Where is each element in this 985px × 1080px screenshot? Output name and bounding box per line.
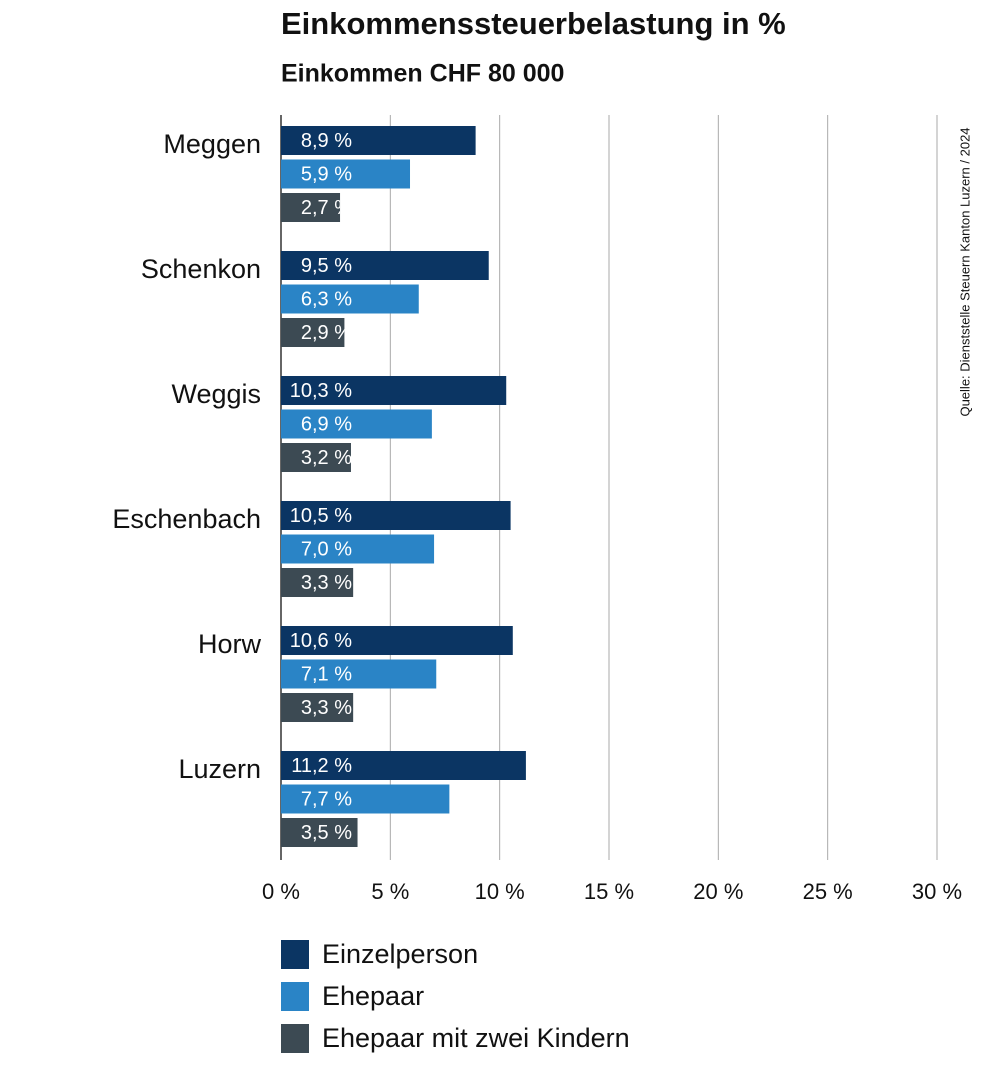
bar [281, 784, 450, 814]
x-tick-label: 25 % [803, 879, 853, 904]
value-label: 2,7 % [301, 197, 352, 219]
bar [281, 318, 345, 347]
bar [281, 193, 341, 222]
bar [281, 443, 351, 472]
value-label: 3,3 % [301, 572, 352, 594]
value-label: 7,1 % [301, 663, 352, 685]
category-label: Weggis [171, 379, 261, 409]
value-label: 10,3 % [290, 380, 352, 402]
chart-subtitle: Einkommen CHF 80 000 [281, 60, 564, 88]
x-tick-label: 15 % [584, 879, 634, 904]
x-tick-label: 20 % [693, 879, 743, 904]
category-label: Meggen [163, 129, 261, 159]
value-label: 3,2 % [301, 447, 352, 469]
value-label: 7,7 % [301, 788, 352, 810]
source-note: Quelle: Dienststelle Steuern Kanton Luze… [957, 127, 972, 416]
legend-swatch [281, 940, 309, 969]
bar [281, 501, 511, 530]
bar [281, 534, 435, 564]
legend-swatch [281, 1024, 309, 1053]
category-label: Eschenbach [112, 504, 261, 534]
value-label: 3,5 % [301, 822, 352, 844]
bar [281, 659, 437, 689]
x-tick-label: 5 % [371, 879, 409, 904]
bar [281, 626, 513, 655]
category-label: Luzern [178, 754, 261, 784]
x-tick-label: 30 % [912, 879, 962, 904]
bar [281, 376, 507, 405]
bar [281, 818, 358, 847]
category-label: Horw [198, 629, 262, 659]
bar [281, 126, 476, 155]
bar [281, 409, 432, 439]
x-tick-label: 10 % [475, 879, 525, 904]
x-tick-label: 0 % [262, 879, 300, 904]
value-label: 10,6 % [290, 630, 352, 652]
bar [281, 751, 526, 780]
legend-label: Ehepaar mit zwei Kindern [322, 1023, 630, 1053]
legend-label: Einzelperson [322, 939, 478, 969]
value-label: 2,9 % [301, 322, 352, 344]
value-label: 7,0 % [301, 538, 352, 560]
legend-label: Ehepaar [322, 981, 424, 1011]
category-label: Schenkon [141, 254, 261, 284]
bar [281, 568, 354, 597]
bar [281, 693, 354, 722]
chart-title: Einkommenssteuerbelastung in % [281, 6, 786, 41]
value-label: 9,5 % [301, 255, 352, 277]
value-label: 6,3 % [301, 288, 352, 310]
value-label: 3,3 % [301, 697, 352, 719]
value-label: 5,9 % [301, 163, 352, 185]
legend-swatch [281, 982, 309, 1011]
bar [281, 159, 411, 189]
value-label: 6,9 % [301, 413, 352, 435]
bar [281, 284, 419, 314]
value-label: 10,5 % [290, 505, 352, 527]
value-label: 11,2 % [291, 755, 352, 777]
value-label: 8,9 % [301, 130, 352, 152]
bar [281, 251, 489, 280]
